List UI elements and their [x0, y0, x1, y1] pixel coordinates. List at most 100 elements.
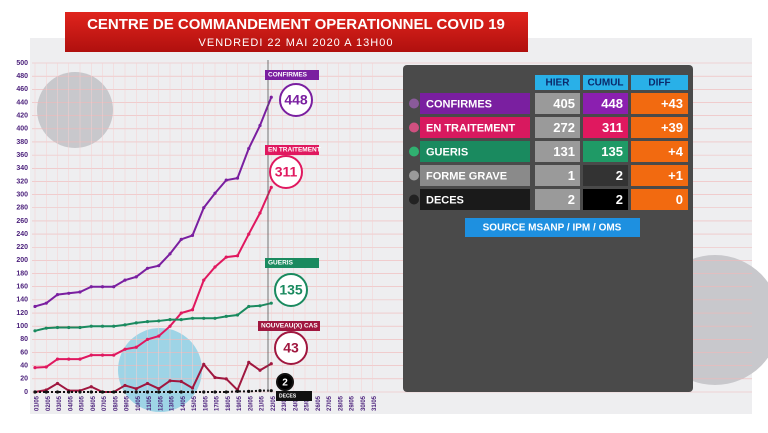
cell: +39 [661, 120, 683, 135]
label-value: 43 [283, 340, 299, 356]
cell: +4 [668, 144, 684, 159]
row-label: FORME GRAVE [426, 170, 507, 182]
cell-bg [631, 117, 688, 138]
row-label-bg [420, 141, 530, 162]
label-tag [265, 145, 319, 155]
label-tag [265, 258, 319, 268]
y-tick-label: 500 [16, 60, 28, 67]
banner [65, 12, 528, 52]
x-tick-label: 19/05 [237, 395, 243, 411]
label-bubble [274, 273, 308, 307]
label-bubble [269, 155, 303, 189]
row-label-bg [420, 117, 530, 138]
x-tick-label: 28/05 [338, 395, 344, 411]
x-tick-label: 09/05 [125, 395, 131, 411]
series-line [33, 389, 273, 394]
source: SOURCE MSANP / IPM / OMS [483, 223, 622, 234]
y-tick-label: 240 [16, 231, 28, 238]
y-tick-label: 160 [16, 284, 28, 291]
row-label: GUERIS [426, 146, 468, 158]
label-value: 135 [279, 282, 303, 298]
cell-bg [631, 141, 688, 162]
cell: 1 [568, 168, 575, 183]
label-tag [276, 391, 312, 401]
label-name: EN TRAITEMENT [268, 147, 321, 154]
x-tick-label: 01/05 [35, 395, 41, 411]
source-box [465, 218, 640, 237]
x-tick-label: 07/05 [102, 395, 108, 411]
y-tick-label: 360 [16, 152, 28, 159]
col-header: DIFF [648, 78, 670, 89]
x-tick-label: 20/05 [248, 395, 254, 411]
cell: 272 [553, 120, 575, 135]
cell-bg [535, 93, 580, 114]
y-tick-label: 340 [16, 165, 28, 172]
y-tick-label: 140 [16, 297, 28, 304]
title: CENTRE DE COMMANDEMENT OPERATIONNEL COVI… [87, 16, 505, 33]
cell: 448 [601, 96, 623, 111]
cell: 405 [553, 96, 575, 111]
row-label-bg [420, 189, 530, 210]
y-tick-label: 400 [16, 126, 28, 133]
row-dot [409, 170, 419, 181]
cell: 135 [601, 144, 623, 159]
y-tick-label: 280 [16, 205, 28, 212]
row-label: CONFIRMES [426, 98, 492, 110]
col-header-bg [631, 75, 688, 90]
label-name: NOUVEAU(X) CAS [261, 323, 318, 330]
cell-bg [583, 189, 628, 210]
series [33, 95, 273, 394]
x-tick-label: 27/05 [327, 395, 333, 411]
y-tick-label: 440 [16, 99, 28, 106]
row-label-bg [420, 165, 530, 186]
x-tick-label: 12/05 [158, 395, 164, 411]
y-tick-label: 100 [16, 323, 28, 330]
cell-bg [583, 165, 628, 186]
y-tick-label: 480 [16, 73, 28, 80]
y-tick-label: 460 [16, 86, 28, 93]
cell-bg [631, 93, 688, 114]
x-tick-label: 14/05 [181, 395, 187, 411]
y-tick-label: 80 [20, 336, 28, 343]
cell: 311 [602, 120, 623, 135]
label-value: 311 [275, 164, 298, 180]
cell: +1 [668, 168, 683, 183]
cell: 2 [568, 192, 575, 207]
y-tick-label: 180 [16, 270, 28, 277]
x-tick-label: 13/05 [170, 395, 176, 411]
x-tick-label: 04/05 [68, 395, 74, 411]
x-tick-label: 22/05 [271, 395, 277, 411]
col-header-bg [535, 75, 580, 90]
y-tick-label: 260 [16, 218, 28, 225]
x-tick-label: 21/05 [260, 395, 266, 411]
x-tick-label: 24/05 [293, 395, 299, 411]
subtitle: VENDREDI 22 MAI 2020 A 13H00 [199, 37, 394, 49]
cell-bg [535, 141, 580, 162]
x-tick-label: 03/05 [57, 395, 63, 411]
label-tag [265, 70, 319, 80]
cell-bg [583, 141, 628, 162]
cell-bg [583, 117, 628, 138]
row-label: EN TRAITEMENT [426, 122, 516, 134]
x-tick-label: 02/05 [46, 395, 52, 411]
row-dot [409, 146, 419, 157]
y-tick-label: 0 [24, 389, 28, 396]
end-labels: CONFIRMES 448 EN TRAITEMENT 311 GUERIS 135 NOU… [258, 70, 321, 401]
row-dot [409, 98, 419, 109]
label-name: DECES [279, 393, 297, 399]
x-tick-label: 15/05 [192, 395, 198, 411]
x-tick-label: 11/05 [147, 395, 153, 410]
y-tick-label: 60 [20, 349, 28, 356]
y-tick-label: 300 [16, 191, 28, 198]
cell: 2 [616, 168, 623, 183]
label-value: 2 [282, 378, 288, 389]
cell: 2 [616, 192, 623, 207]
x-tick-label: 17/05 [215, 395, 221, 411]
y-tick-label: 380 [16, 139, 28, 146]
cell-bg [631, 189, 688, 210]
y-tick-label: 220 [16, 244, 28, 251]
y-tick-label: 40 [20, 363, 28, 370]
col-header: HIER [546, 78, 571, 89]
y-tick-label: 20 [20, 376, 28, 383]
y-tick-label: 320 [16, 178, 28, 185]
